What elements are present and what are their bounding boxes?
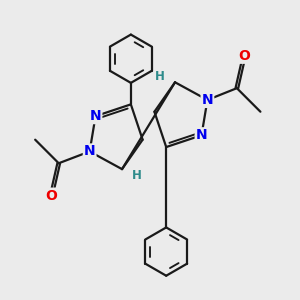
Text: H: H [155, 70, 165, 83]
Text: N: N [90, 109, 101, 123]
Text: H: H [132, 169, 142, 182]
Text: O: O [238, 49, 250, 63]
Text: N: N [202, 93, 213, 107]
Text: N: N [84, 145, 95, 158]
Text: O: O [45, 189, 57, 202]
Text: N: N [196, 128, 207, 142]
